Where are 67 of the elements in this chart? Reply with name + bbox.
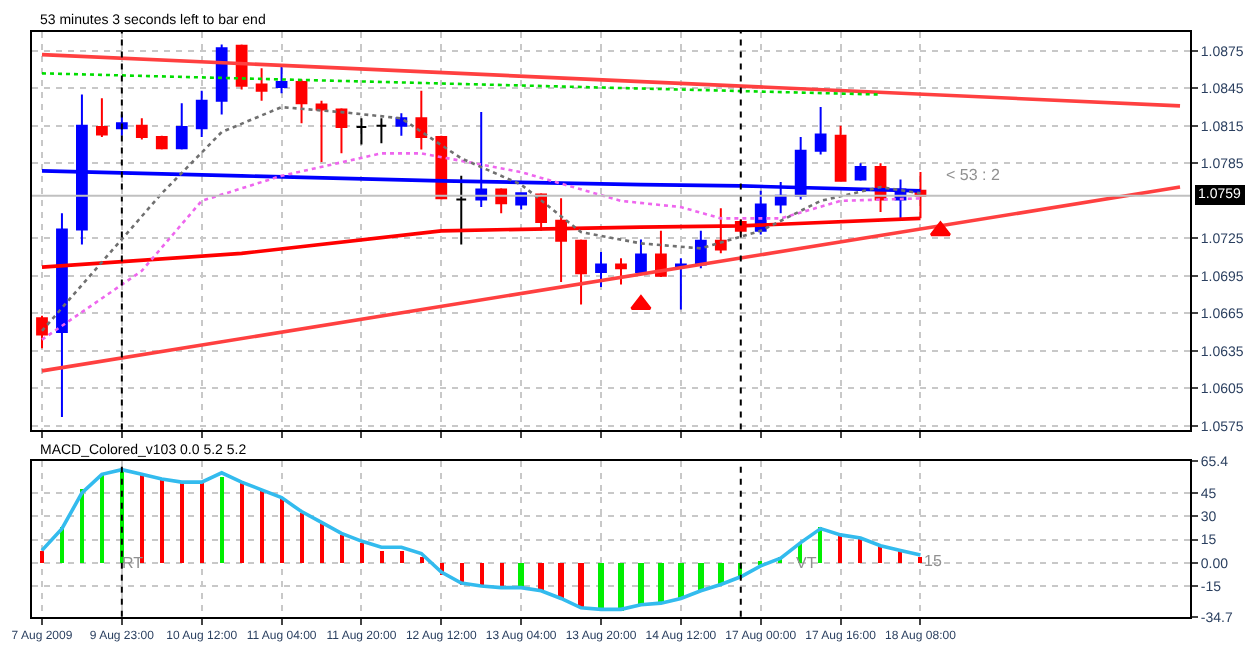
candlestick xyxy=(56,212,68,419)
candlestick xyxy=(335,107,348,155)
bar xyxy=(400,551,404,564)
bar xyxy=(658,563,664,604)
bar xyxy=(898,551,902,564)
candlestick xyxy=(595,251,607,289)
candlestick xyxy=(814,106,827,156)
bar xyxy=(260,491,264,564)
candlestick xyxy=(135,117,148,141)
bar xyxy=(140,473,144,564)
candlestick xyxy=(215,43,228,116)
candlestick xyxy=(854,162,867,182)
candlestick xyxy=(175,102,188,151)
bar xyxy=(838,535,842,564)
bar xyxy=(638,563,644,606)
candlestick xyxy=(315,99,328,164)
bar xyxy=(320,523,324,564)
candlestick xyxy=(455,174,468,246)
bar xyxy=(578,563,584,608)
candlestick xyxy=(36,314,48,350)
bar xyxy=(918,557,922,564)
line-series xyxy=(40,105,922,333)
annotation: 15 xyxy=(924,552,943,570)
annotation: RT xyxy=(122,554,144,572)
annotation: < 53 : 2 xyxy=(946,166,1001,184)
candlestick xyxy=(115,113,128,137)
bar xyxy=(40,551,44,564)
candlestick xyxy=(674,257,687,311)
bar xyxy=(240,481,244,564)
bar xyxy=(180,483,184,564)
bar xyxy=(538,563,544,592)
candlestick xyxy=(255,67,268,102)
bar xyxy=(280,499,284,564)
bar xyxy=(678,563,684,600)
bar xyxy=(518,563,524,588)
bar xyxy=(698,563,704,592)
bar xyxy=(160,479,164,564)
bar xyxy=(80,489,84,564)
bar xyxy=(500,563,504,588)
annotation: VT xyxy=(796,554,817,572)
bar xyxy=(300,513,304,564)
line-series xyxy=(40,152,922,341)
candlestick xyxy=(155,134,168,151)
candlestick xyxy=(395,112,408,137)
candlestick xyxy=(415,89,428,151)
line-series xyxy=(40,467,923,612)
bar xyxy=(380,551,384,564)
bar xyxy=(420,557,424,564)
candlestick xyxy=(95,97,108,139)
candlestick xyxy=(834,124,847,182)
bar xyxy=(618,563,624,612)
bar xyxy=(200,483,204,564)
bar xyxy=(220,477,224,564)
candlestick xyxy=(355,117,368,146)
candlestick xyxy=(635,238,647,275)
candlestick xyxy=(195,89,208,139)
candlestick xyxy=(615,257,627,286)
bar xyxy=(100,475,104,564)
bar xyxy=(360,543,364,564)
bar xyxy=(480,563,484,586)
candlestick xyxy=(375,117,388,145)
bar xyxy=(558,563,564,600)
bar xyxy=(340,535,344,564)
candlestick xyxy=(275,66,288,95)
candlestick xyxy=(295,78,308,125)
candlestick xyxy=(575,238,587,306)
bar xyxy=(598,563,604,612)
